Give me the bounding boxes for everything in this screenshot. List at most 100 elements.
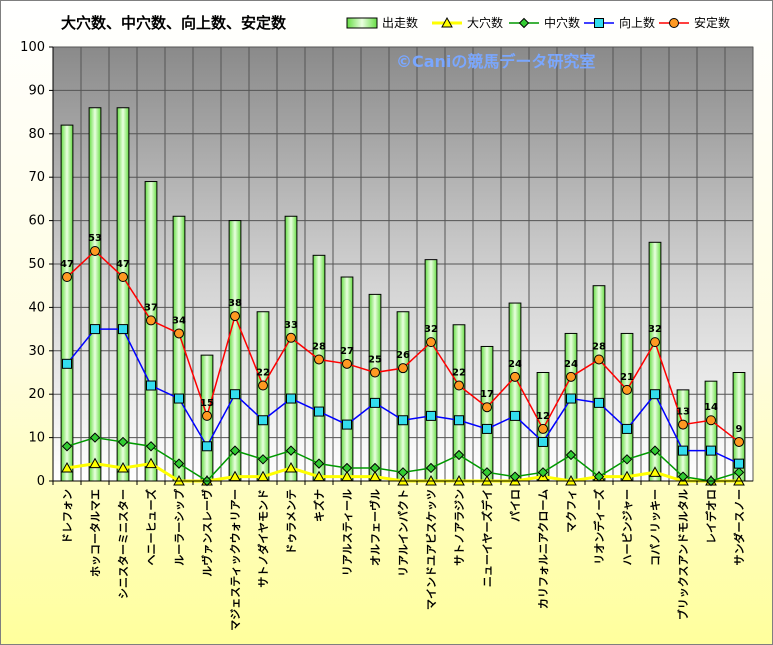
bar-出走数 — [480, 345, 494, 482]
x-tick-label: サトノアラジン — [453, 489, 466, 566]
y-tick-label: 90 — [28, 83, 45, 98]
bar-出走数 — [424, 259, 438, 482]
x-tick-label: サンダースノー — [732, 489, 746, 565]
point-大穴数 — [649, 466, 661, 477]
data-label: 22 — [452, 368, 466, 379]
point-安定数 — [258, 380, 268, 391]
x-tick-label: レイデオロ — [704, 489, 718, 544]
y-axis: 0 10 20 30 40 50 60 70 80 90 100 — [20, 40, 54, 489]
x-tick-label: ドレフォン — [61, 489, 74, 544]
x-tick-label: リアルスティール — [341, 489, 354, 576]
point-安定数 — [426, 337, 436, 348]
series-向上数 — [62, 324, 744, 469]
point-中穴数 — [425, 462, 437, 474]
point-向上数 — [118, 324, 128, 335]
legend-swatch — [346, 17, 378, 29]
point-中穴数 — [537, 467, 549, 478]
bar-出走数 — [368, 293, 382, 482]
point-向上数 — [426, 410, 436, 421]
x-tick-label: サトノダイヤモンド — [256, 489, 270, 588]
point-安定数 — [314, 354, 324, 365]
point-向上数 — [62, 358, 72, 369]
point-向上数 — [650, 389, 660, 400]
point-向上数 — [398, 415, 408, 426]
x-tick-label: マインドユアビスケッツ — [424, 489, 438, 610]
point-安定数 — [566, 371, 576, 382]
point-安定数 — [62, 272, 72, 283]
point-向上数 — [594, 397, 604, 408]
data-label: 13 — [676, 407, 690, 418]
point-大穴数 — [89, 457, 101, 469]
point-中穴数 — [565, 449, 577, 461]
point-安定数 — [650, 337, 660, 348]
data-label: 22 — [256, 368, 270, 379]
point-向上数 — [230, 389, 240, 400]
point-安定数 — [734, 436, 744, 447]
x-tick-label: ブリックスアンドモルタル — [676, 489, 690, 620]
point-中穴数 — [369, 462, 381, 474]
point-安定数 — [286, 332, 296, 343]
point-向上数 — [538, 436, 548, 447]
y-tick-label: 40 — [28, 300, 45, 315]
bar-series — [60, 107, 746, 482]
legend: 出走数 大穴数 中穴数 向上数 安定数 — [346, 15, 730, 30]
bar-出走数 — [592, 285, 606, 482]
x-tick-label: パイロ — [509, 489, 522, 522]
line-series: 47 53 47 37 34 15 38 22 33 28 27 25 26 32 22 17 24 12 24 28… — [60, 233, 745, 487]
point-向上数 — [174, 393, 184, 404]
point-向上数 — [370, 397, 380, 408]
point-向上数 — [622, 423, 632, 434]
data-label: 28 — [592, 341, 606, 352]
point-向上数 — [510, 410, 520, 421]
point-中穴数 — [61, 441, 73, 452]
bar-出走数 — [340, 276, 354, 482]
data-label: 24 — [564, 359, 578, 370]
point-安定数 — [342, 358, 352, 369]
point-向上数 — [314, 406, 324, 417]
legend-item: 出走数 — [346, 15, 418, 30]
data-label: 15 — [200, 398, 214, 409]
legend-item: 安定数 — [659, 15, 730, 30]
x-tick-label: ルーラーシップ — [172, 488, 186, 566]
point-安定数 — [118, 272, 128, 283]
x-axis: ドレフォン ホッコータルマエ シニスターミニスター ヘニーヒューズ ルーラーシップ ルヴァ… — [52, 480, 753, 631]
point-安定数 — [90, 245, 100, 256]
y-tick-label: 100 — [20, 40, 45, 55]
point-向上数 — [706, 445, 716, 456]
x-tick-label: ドゥラメンテ — [285, 489, 298, 555]
legend-marker — [594, 18, 604, 28]
data-label: 47 — [116, 259, 130, 270]
x-tick-label: リオンディーズ — [592, 489, 606, 565]
point-大穴数 — [145, 457, 157, 469]
legend-label: 出走数 — [382, 15, 418, 30]
point-向上数 — [482, 423, 492, 434]
point-中穴数 — [257, 454, 269, 465]
x-tick-label: ハービンジャー — [620, 489, 634, 565]
legend-marker — [669, 18, 679, 28]
x-tick-label: オルフェーヴル — [368, 489, 382, 566]
bar-出走数 — [312, 254, 326, 482]
point-安定数 — [538, 423, 548, 434]
point-向上数 — [90, 324, 100, 335]
chart-title: 大穴数、中穴数、向上数、安定数 — [61, 14, 287, 32]
point-安定数 — [622, 384, 632, 395]
x-tick-label: マクフィ — [565, 489, 578, 533]
point-中穴数 — [313, 458, 325, 469]
point-大穴数 — [117, 461, 129, 473]
y-tick-label: 30 — [28, 344, 45, 359]
x-tick-label: コパノリッキー — [649, 489, 662, 566]
data-label: 32 — [424, 324, 438, 335]
point-安定数 — [706, 415, 716, 426]
x-tick-label: ニューイヤーズデイ — [480, 489, 494, 587]
point-中穴数 — [145, 441, 157, 452]
data-label: 32 — [648, 324, 662, 335]
point-中穴数 — [649, 445, 661, 456]
data-label: 24 — [508, 359, 522, 370]
legend-marker — [441, 16, 453, 28]
point-中穴数 — [89, 432, 101, 443]
point-中穴数 — [453, 449, 465, 461]
series-中穴数 — [61, 432, 745, 487]
data-label: 25 — [368, 355, 382, 366]
x-tick-label: シニスターミニスター — [117, 489, 130, 599]
